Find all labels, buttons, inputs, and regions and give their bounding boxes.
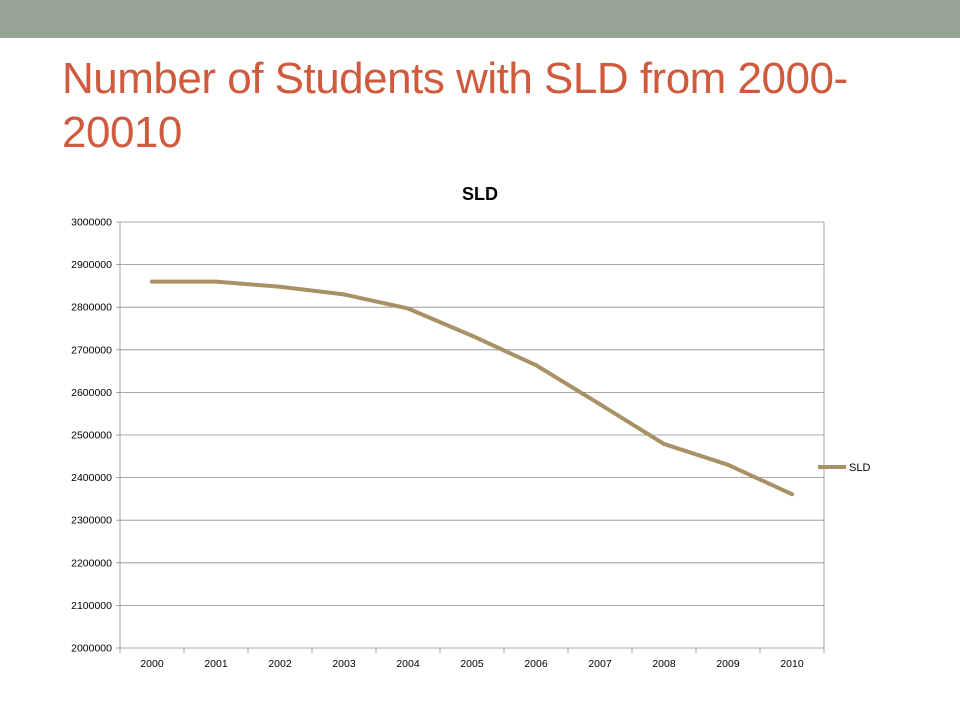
data-point (470, 333, 474, 338)
x-tick-label: 2005 (460, 658, 484, 670)
data-point (278, 284, 282, 289)
y-axis: 2000000 2100000 2200000 2300000 2400000 25000… (71, 217, 825, 655)
y-tick-label: 2800000 (71, 302, 112, 314)
y-tick-label: 2300000 (71, 515, 112, 527)
y-tick-label: 2400000 (71, 472, 112, 484)
x-tick-label: 2000 (140, 658, 164, 670)
x-tick-label: 2009 (716, 658, 740, 670)
gridlines (120, 221, 824, 649)
data-point (214, 279, 218, 284)
data-point (662, 441, 666, 446)
x-tick-label: 2008 (652, 658, 676, 670)
y-tick-label: 2500000 (71, 430, 112, 442)
y-tick-label: 2000000 (71, 643, 112, 655)
x-tick-label: 2003 (332, 658, 356, 670)
legend: SLD (818, 462, 870, 474)
data-point (406, 306, 410, 311)
y-tick-label: 2200000 (71, 557, 112, 569)
y-tick-label: 2900000 (71, 259, 112, 271)
data-point (598, 402, 602, 407)
series-line-sld (150, 279, 794, 497)
chart-title: SLD (462, 184, 498, 204)
y-tick-label: 2100000 (71, 600, 112, 612)
x-tick-label: 2001 (204, 658, 228, 670)
data-point (534, 363, 538, 368)
data-point (150, 279, 154, 284)
legend-label: SLD (849, 462, 870, 474)
data-point (790, 492, 794, 497)
x-tick-label: 2010 (780, 658, 804, 670)
data-point (726, 462, 730, 467)
series-group (150, 279, 794, 497)
x-tick-label: 2006 (524, 658, 548, 670)
y-tick-label: 2600000 (71, 387, 112, 399)
y-tick-label: 3000000 (71, 217, 112, 229)
x-tick-label: 2002 (268, 658, 292, 670)
x-axis: 2000 2001 2002 2003 2004 2005 2006 2007 2008 2009… (119, 648, 825, 670)
x-tick-label: 2004 (396, 658, 420, 670)
top-bar (0, 0, 960, 38)
data-point (342, 292, 346, 297)
x-tick-label: 2007 (588, 658, 612, 670)
slide-title: Number of Students with SLD from 2000-20… (62, 54, 848, 157)
y-tick-label: 2700000 (71, 344, 112, 356)
